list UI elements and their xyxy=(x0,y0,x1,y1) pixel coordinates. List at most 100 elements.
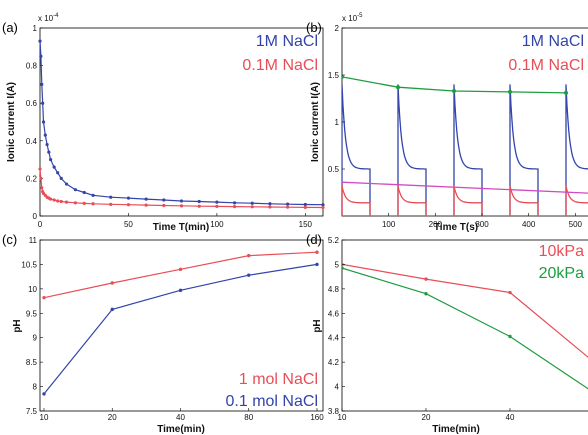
panel-d-series-1-point xyxy=(424,292,428,296)
panel-d-ytick-label: 4.6 xyxy=(328,309,340,318)
panel-a-series-0-point xyxy=(43,133,47,137)
panel-a-series-1-point xyxy=(268,205,272,209)
panel-c-series-0-point xyxy=(110,281,114,285)
panel-a-series-0-point xyxy=(56,171,60,175)
panel-a-xtick-label: 150 xyxy=(299,220,313,229)
panel-a-series-1-point xyxy=(286,205,290,209)
panel-a-series-0-point xyxy=(59,176,63,180)
panel-b-series-1-trace xyxy=(342,185,588,216)
panel-a-series-0-point xyxy=(286,202,290,206)
panel-a-ytick-label: 0.8 xyxy=(26,62,38,71)
panel-a-series-1-point xyxy=(109,202,113,206)
panel-a-series-1-point xyxy=(197,204,201,208)
panel-c-xtick-label: 40 xyxy=(176,413,185,422)
panel-a-series-1-point xyxy=(64,200,69,204)
panel-c-series-1-point xyxy=(315,262,319,267)
panel-b-ylabel: Ionic current I(A) xyxy=(310,82,321,162)
panel-c-series-1-point xyxy=(178,288,183,293)
panel-c-ytick-label: 8.5 xyxy=(26,358,38,367)
panel-b-series-2-point xyxy=(564,90,568,95)
panel-a-series-1-point xyxy=(91,202,95,206)
panel-c-xlabel: Time(min) xyxy=(157,424,205,435)
panel-a-series-0-point xyxy=(162,198,166,202)
panel-d-series-1-line xyxy=(342,267,588,390)
panel-c-legend-1mol: 1 mol NaCl xyxy=(239,371,318,388)
panel-a-series-0-point xyxy=(41,101,45,105)
panel-b-xlabel: Time T(s) xyxy=(434,222,478,233)
panel-a-xtick-label: 50 xyxy=(124,220,133,229)
panel-a: (a) x 10-4 0 50 100 150 0 0.2 0.4 0.6 0.8 1 Time … xyxy=(2,13,325,233)
panel-a-series-0-point xyxy=(303,202,307,207)
panel-d-ytick-label: 5 xyxy=(335,260,340,269)
panel-b-ytick-label: 1 xyxy=(335,118,340,127)
panel-a-series-1-point xyxy=(59,199,63,204)
panel-a-frame xyxy=(39,27,324,217)
panel-a-label: (a) xyxy=(2,20,18,35)
panel-d-ylabel: pH xyxy=(312,319,323,332)
panel-a-series-0-point xyxy=(82,190,86,195)
panel-c-ytick-label: 8 xyxy=(33,383,38,392)
panel-b-series-2-point xyxy=(342,74,344,79)
panel-a-series-0-point xyxy=(144,197,148,201)
panel-a-xlabel: Time T(min) xyxy=(153,222,209,233)
panel-b-series-2-point xyxy=(396,85,400,90)
panel-c-plot xyxy=(42,250,319,396)
panel-a-series-1-point xyxy=(232,205,237,209)
panel-b-xtick-label: 500 xyxy=(569,220,583,229)
panel-c-xtick-label: 80 xyxy=(244,413,253,422)
panel-d-legend-10kpa: 10kPa xyxy=(539,243,584,260)
panel-b-plot xyxy=(342,74,588,216)
panel-a-ytick-label: 0.2 xyxy=(26,174,38,183)
panel-c-label: (c) xyxy=(2,232,17,247)
panel-b-ytick-label: 1.5 xyxy=(328,71,340,80)
panel-d-series-1-point xyxy=(508,334,512,339)
panel-a-series-0-point xyxy=(268,202,272,206)
panel-b-xtick-label: 300 xyxy=(475,220,489,229)
panel-a-series-0-point xyxy=(109,195,113,199)
panel-d-xlabel: Time(min) xyxy=(432,424,480,435)
panel-d-label: (d) xyxy=(306,232,322,247)
panel-a-series-0-point xyxy=(39,54,43,58)
panel-d-ytick-label: 4.2 xyxy=(328,358,340,367)
panel-d-series-1-point xyxy=(342,266,344,270)
panel-d-series-0-line xyxy=(342,263,588,358)
panel-b-label: (b) xyxy=(306,20,322,35)
panel-b-legend-01m: 0.1M NaCl xyxy=(508,57,584,74)
panel-a-series-0-point xyxy=(197,199,201,204)
panel-a-series-1-point xyxy=(73,201,77,205)
panel-a-series-0-point xyxy=(40,82,44,86)
panel-c-series-0-point xyxy=(178,267,183,272)
panel-a-ytick-label: 0.6 xyxy=(26,99,38,108)
panel-a-series-1-point xyxy=(40,186,44,190)
panel-a-plot: 0 50 100 150 0 0.2 0.4 0.6 0.8 1 xyxy=(26,24,325,229)
panel-a-series-1-point xyxy=(39,176,43,180)
panel-a-exponent: x 10-4 xyxy=(38,13,59,23)
panel-d-ytick-label: 4 xyxy=(335,383,340,392)
panel-c-xtick-label: 10 xyxy=(40,413,49,422)
panel-d: (d) Time(min) pH 10kPa 20kPa 102040803.8… xyxy=(306,232,588,435)
panel-c-series-1-point xyxy=(247,273,251,277)
panel-d-series-0-point xyxy=(424,277,428,281)
panel-d-plot xyxy=(342,262,588,390)
panel-a-series-0-point xyxy=(232,201,237,205)
panel-a-series-0-point xyxy=(321,203,325,207)
panel-d-xtick-label: 10 xyxy=(338,413,347,422)
panel-a-xtick-label: 100 xyxy=(210,220,224,229)
panel-c-xtick-label: 160 xyxy=(310,413,324,422)
panel-a-series-1-point xyxy=(321,205,325,210)
panel-d-ytick-label: 5.2 xyxy=(328,236,340,245)
panel-a-series-0-point xyxy=(52,165,56,169)
panel-c: (c) Time(min) pH 1 mol NaCl 0.1 mol NaCl… xyxy=(2,232,324,435)
panel-c-ylabel: pH xyxy=(12,319,23,332)
panel-c-ytick-label: 10 xyxy=(28,285,37,294)
panel-b-series-0-trace xyxy=(342,84,588,216)
panel-a-series-0-point xyxy=(215,200,219,204)
panel-a-series-1-point xyxy=(38,167,42,171)
panel-a-series-0-point xyxy=(41,120,46,124)
panel-a-series-1-point xyxy=(49,197,53,201)
panel-a-xtick-label: 0 xyxy=(38,220,43,229)
panel-b-xtick-label: 400 xyxy=(522,220,536,229)
panel-a-series-0-point xyxy=(126,196,131,200)
panel-d-series-0-point xyxy=(508,290,512,295)
